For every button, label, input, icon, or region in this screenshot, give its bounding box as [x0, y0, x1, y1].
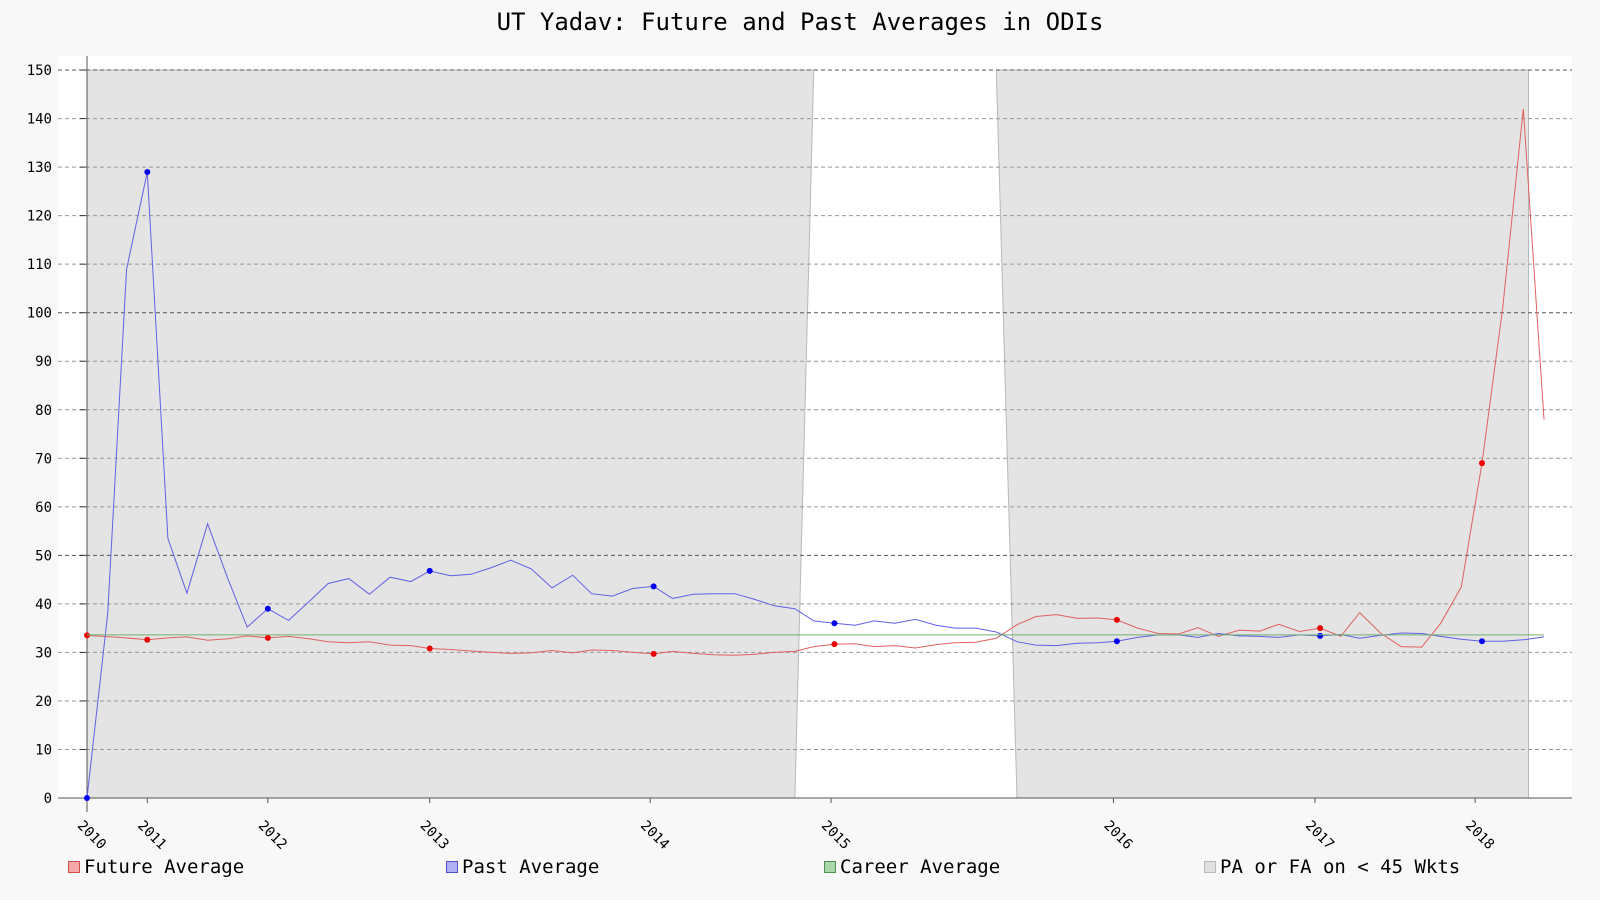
- series-marker-future-average-4: [426, 645, 433, 652]
- legend-label-career-average: Career Average: [840, 856, 1001, 878]
- legend-item-future-average: Future Average: [68, 856, 244, 878]
- y-tick-label-80: 80: [35, 403, 52, 419]
- legend-item-career-average: Career Average: [824, 856, 1000, 878]
- legend-label-past-average: Past Average: [462, 856, 600, 878]
- y-tick-label-120: 120: [27, 209, 52, 225]
- series-marker-future-average-9: [1479, 460, 1485, 467]
- y-tick-label-50: 50: [35, 548, 52, 564]
- series-marker-future-average-1: [84, 632, 90, 639]
- series-marker-future-average-5: [650, 650, 657, 657]
- x-tick-label-2013: 2013: [417, 818, 452, 853]
- y-tick-label-30: 30: [35, 645, 52, 661]
- chart-title: UT Yadav: Future and Past Averages in OD…: [496, 8, 1104, 36]
- legend-swatch-career-average: [824, 861, 836, 873]
- x-tick-label-2018: 2018: [1462, 818, 1497, 853]
- shaded-region-1: [86, 69, 815, 799]
- series-marker-future-average-3: [264, 634, 271, 641]
- legend-swatch-past-average: [446, 861, 458, 873]
- x-tick-label-2015: 2015: [818, 818, 853, 853]
- legend-item-past-average: Past Average: [446, 856, 599, 878]
- legend-swatch-future-average: [68, 861, 80, 873]
- x-tick-label-2014: 2014: [637, 818, 672, 853]
- x-tick-label-2017: 2017: [1302, 818, 1337, 853]
- y-tick-label-70: 70: [35, 451, 52, 467]
- series-marker-past-average-3: [264, 605, 271, 612]
- legend-label-future-average: Future Average: [84, 856, 245, 878]
- series-marker-past-average-6: [831, 620, 838, 627]
- chart-legend: Future Average Past Average Career Avera…: [0, 856, 1600, 884]
- shaded-region-2: [995, 69, 1529, 799]
- x-tick-label-2016: 2016: [1100, 818, 1135, 853]
- y-tick-label-20: 20: [35, 694, 52, 710]
- series-marker-past-average-9: [1479, 638, 1485, 645]
- series-marker-past-average-1: [84, 795, 90, 801]
- legend-item-shaded-region: PA or FA on < 45 Wkts: [1204, 856, 1460, 878]
- y-tick-label-150: 150: [27, 63, 52, 79]
- y-tick-label-90: 90: [35, 354, 52, 370]
- series-marker-past-average-2: [144, 168, 151, 175]
- y-tick-label-100: 100: [27, 306, 52, 322]
- series-marker-past-average-4: [426, 567, 433, 574]
- series-marker-future-average-7: [1113, 616, 1120, 623]
- y-tick-label-130: 130: [27, 160, 52, 176]
- series-marker-past-average-5: [650, 583, 657, 590]
- series-marker-future-average-2: [144, 636, 151, 643]
- series-marker-future-average-6: [831, 641, 838, 648]
- x-tick-label-2011: 2011: [134, 818, 169, 853]
- series-marker-past-average-7: [1113, 638, 1120, 645]
- y-tick-label-60: 60: [35, 500, 52, 516]
- y-tick-label-140: 140: [27, 112, 52, 128]
- x-tick-label-2012: 2012: [255, 818, 290, 853]
- legend-swatch-shaded-region: [1204, 861, 1216, 873]
- legend-label-shaded-region: PA or FA on < 45 Wkts: [1220, 856, 1461, 878]
- y-tick-label-110: 110: [27, 257, 52, 273]
- y-tick-label-10: 10: [35, 742, 52, 758]
- series-marker-past-average-8: [1317, 632, 1324, 639]
- y-tick-label-0: 0: [44, 791, 52, 807]
- series-line-future-average: [86, 108, 1545, 656]
- x-tick-label-2010: 2010: [74, 818, 109, 853]
- y-tick-label-40: 40: [35, 597, 52, 613]
- series-marker-future-average-8: [1317, 625, 1324, 632]
